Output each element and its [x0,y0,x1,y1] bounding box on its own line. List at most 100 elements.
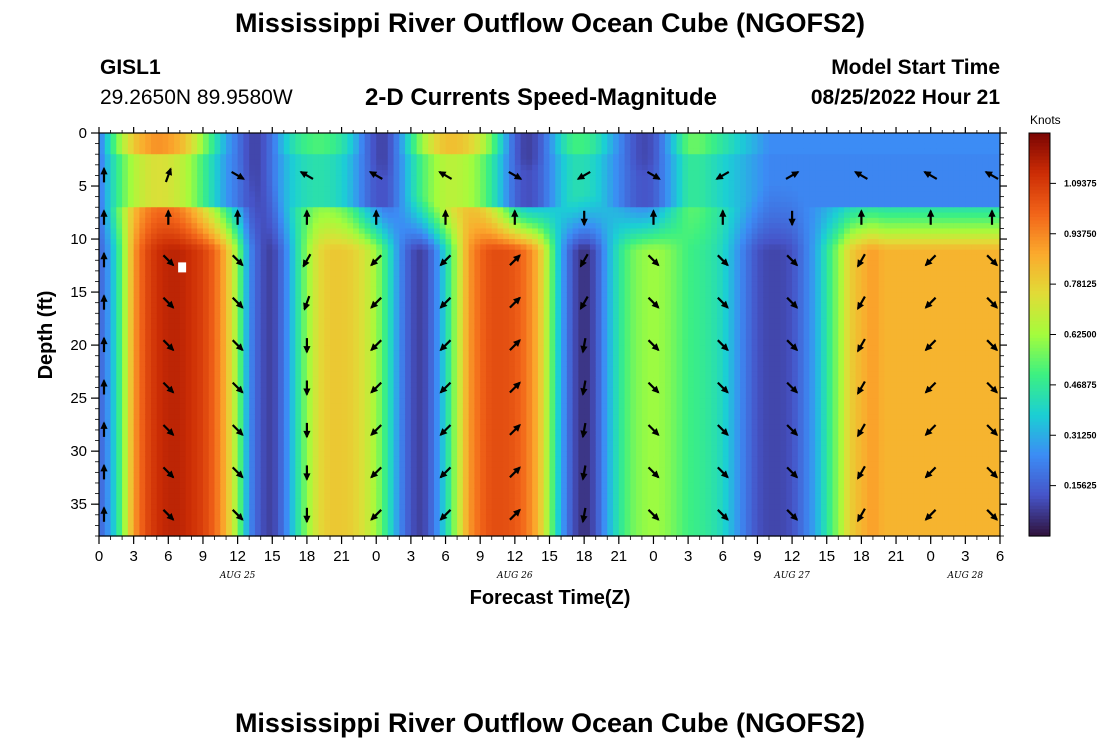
heatmap-cell [162,260,169,267]
heatmap-cell [468,350,476,357]
heatmap-cell [422,180,429,187]
heatmap-cell [231,361,239,367]
heatmap-cell [324,482,331,489]
heatmap-cell [422,525,429,532]
heatmap-cell [358,408,366,415]
heatmap-cell [324,440,331,447]
heatmap-cell [226,323,233,330]
heatmap-cell [428,276,435,283]
heatmap-cell [272,350,279,357]
heatmap-cell [220,440,227,447]
heatmap-cell [243,520,250,526]
heatmap-cell [272,249,279,256]
heatmap-cell [266,191,273,198]
heatmap-cell [341,265,348,272]
heatmap-cell [353,201,360,208]
heatmap-cell [301,286,308,293]
heatmap-cell [462,435,470,442]
heatmap-cell [358,334,366,341]
heatmap-cell [139,233,146,240]
heatmap-cell [226,350,233,357]
heatmap-cell [243,456,250,463]
heatmap-cell [278,201,285,208]
heatmap-cell [150,180,158,187]
heatmap-cell [243,323,250,330]
heatmap-cell [197,387,204,394]
heatmap-cell [162,366,169,373]
heatmap-cell [341,223,348,230]
heatmap-cell [179,482,187,489]
heatmap-cell [162,482,169,489]
heatmap-cell [249,228,256,235]
heatmap-cell [439,477,447,484]
heatmap-cell [127,355,135,362]
heatmap-cell [243,467,250,473]
heatmap-cell [289,201,296,208]
heatmap-cell [312,329,320,336]
heatmap-cell [353,233,360,240]
heatmap-cell [145,307,152,314]
heatmap-cell [260,307,268,314]
heatmap-cell [202,525,210,532]
heatmap-cell [451,366,458,373]
heatmap-cell [468,307,476,314]
heatmap-cell [179,323,187,330]
heatmap-cell [226,451,233,458]
heatmap-cell [457,281,464,288]
heatmap-cell [156,323,164,330]
heatmap-cell [318,170,325,177]
heatmap-cell [260,403,268,410]
heatmap-cell [474,133,481,139]
heatmap-cell [249,270,256,277]
heatmap-cell [289,467,296,473]
heatmap-cell [254,265,262,272]
heatmap-cell [122,514,129,521]
heatmap-cell [156,371,164,378]
heatmap-cell [405,530,412,537]
heatmap-cell [220,307,227,314]
heatmap-cell [214,408,221,415]
heatmap-cell [370,270,377,277]
heatmap-cell [122,339,129,346]
heatmap-cell [208,472,216,479]
heatmap-cell [104,435,112,442]
heatmap-cell [347,249,354,256]
heatmap-cell [104,398,112,405]
heatmap-cell [433,366,441,373]
heatmap-cell [433,292,441,298]
heatmap-cell [468,440,476,447]
heatmap-cell [301,233,308,240]
heatmap-cell [422,133,429,139]
heatmap-cell [399,445,406,452]
heatmap-cell [433,376,441,383]
heatmap-cell [208,451,216,458]
heatmap-cell [341,371,348,378]
heatmap-cell [254,504,262,511]
heatmap-cell [295,297,302,304]
heatmap-cell [405,196,412,203]
heatmap-cell [358,371,366,378]
heatmap-cell [278,297,285,304]
heatmap-cell [185,477,193,484]
heatmap-cell [347,403,354,410]
heatmap-cell [358,196,366,203]
heatmap-cell [445,154,452,161]
heatmap-cell [208,281,216,288]
heatmap-cell [254,228,262,235]
heatmap-cell [318,249,325,256]
heatmap-cell [127,254,135,261]
heatmap-cell [272,201,279,208]
heatmap-cell [474,159,481,166]
heatmap-cell [116,329,123,336]
heatmap-cell [318,488,325,495]
heatmap-cell [399,138,406,145]
heatmap-cell [324,398,331,405]
heatmap-cell [457,376,464,383]
heatmap-cell [370,217,377,224]
heatmap-cell [318,424,325,431]
heatmap-cell [197,403,204,410]
heatmap-cell [133,191,141,198]
heatmap-cell [249,307,256,314]
heatmap-cell [393,281,400,288]
heatmap-cell [416,467,424,473]
